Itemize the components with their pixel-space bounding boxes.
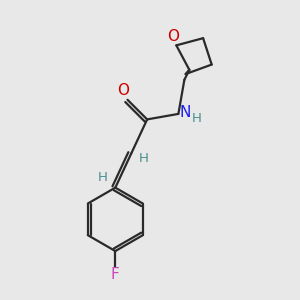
Text: H: H <box>98 171 107 184</box>
Text: H: H <box>191 112 201 125</box>
Text: H: H <box>139 152 149 165</box>
Text: F: F <box>111 267 120 282</box>
Text: O: O <box>118 83 130 98</box>
Text: O: O <box>167 29 179 44</box>
Text: N: N <box>180 105 191 120</box>
